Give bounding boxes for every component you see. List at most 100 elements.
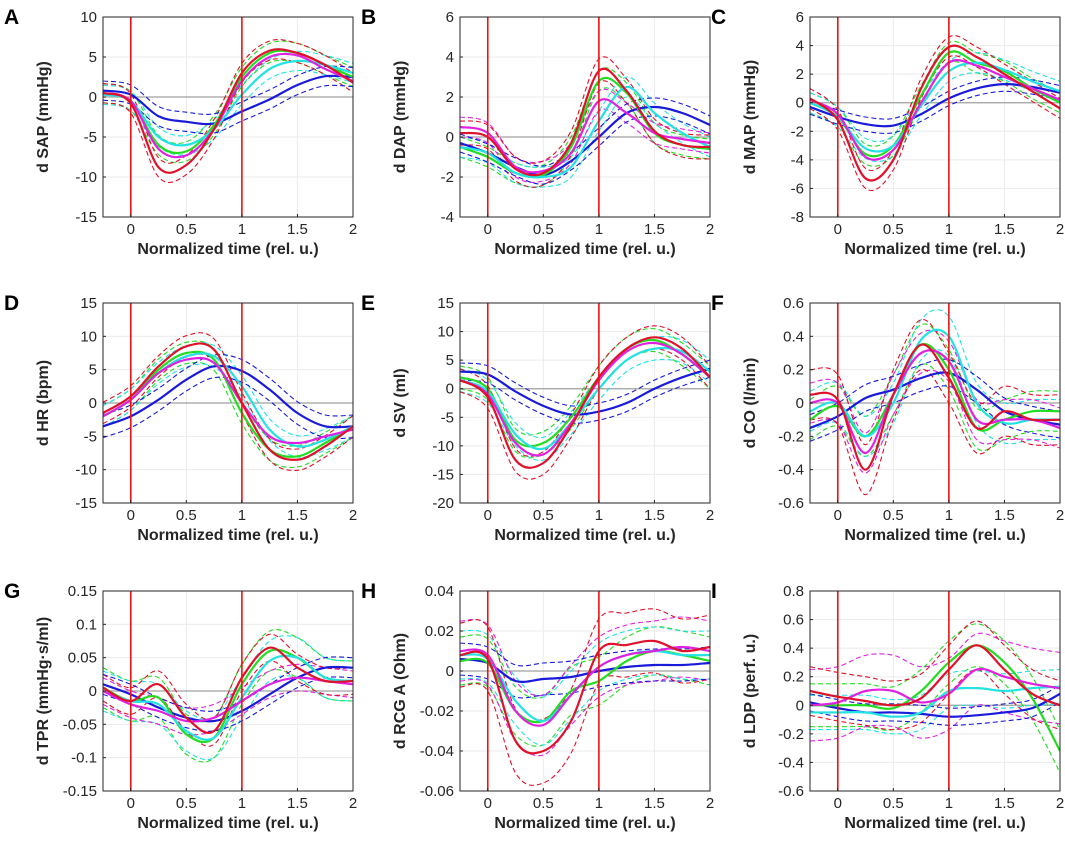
panel-c-xtick-label: 0 [834,221,842,238]
panel-g-xtick-label: 0 [127,795,135,812]
panel-e-ytick-label: -10 [432,438,454,455]
panel-e-line-red [460,336,710,469]
panel-h-band-red-upper [460,608,710,722]
panel-d-ytick-label: 5 [89,362,97,379]
panel-e-axes-box [459,302,711,504]
panel-h-line-red [460,639,710,755]
panel-i-ytick-label: -0.4 [778,754,804,771]
panel-b-ytick-label: 0 [446,129,454,146]
panel-b-xtick-label: 2 [706,221,714,238]
panel-g-band-cyan-upper [103,635,353,721]
panel-h-plot-area [460,608,710,786]
panel-b-ytick-label: -2 [441,169,454,186]
panel-f-band-blue-upper [810,358,1060,416]
panel-e-band-cyan-lower [460,358,710,462]
panel-i-xtick-label: 2 [1056,795,1064,812]
panel-a-xlabel: Normalized time (rel. u.) [137,241,318,258]
panel-h-xtick-label: 0.5 [533,795,554,812]
panel-i-band-red-upper [810,620,1060,682]
panel-f: 0 0.5 1 1.5 2 -0.6 -0.4 -0.2 0 0.2 0.4 0.6 Normalize… [711,292,1064,544]
panel-c-ytick-label: -4 [791,152,804,169]
panel-e-xtick-label: 2 [706,507,714,524]
panel-h-ytick-label: -0.04 [420,743,454,760]
panel-h-line-magenta [460,645,710,727]
panel-h-band-cyan-lower [460,674,710,746]
panel-i-ytick-label: 0.8 [783,583,804,600]
panel-d-ytick-label: -15 [75,495,97,512]
panel-e-ytick-label: 10 [437,324,454,341]
panel-f-ytick-label: 0 [796,395,804,412]
panel-h-ytick-label: -0.02 [420,703,454,720]
panel-g-letter: G [4,580,20,603]
panel-b-xtick-label: 0 [484,221,492,238]
panel-i-xtick-label: 0 [834,795,842,812]
panel-g-band-magenta-lower [103,690,353,736]
panel-i-line-red [810,644,1060,707]
panel-e-ytick-label: -20 [432,495,454,512]
panel-c-ytick-label: 0 [796,95,804,112]
panel-a-plot-area [103,39,353,183]
panel-b-ytick-label: 2 [446,89,454,106]
panel-i-band-blue-upper [810,684,1060,709]
panel-d-ytick-label: 10 [80,328,97,345]
panel-f-xtick-label: 1 [945,507,953,524]
panel-a-letter: A [4,6,19,29]
panel-b-line-blue [460,105,710,177]
panel-c-band-blue-upper [810,76,1060,120]
panel-b-band-cyan-upper [460,76,710,168]
panel-b-letter: B [361,6,376,29]
panel-e-ytick-label: -5 [441,409,454,426]
panel-a-band-blue-upper [103,65,353,115]
panel-c-ytick-label: -2 [791,123,804,140]
panel-a-ytick-label: 5 [89,49,97,66]
panel-i-line-magenta [810,667,1060,707]
panel-a-ylabel: d SAP (mmHg) [35,61,52,173]
panel-d-band-blue-upper [103,354,353,417]
panel-g-band-cyan-lower [103,675,353,761]
panel-c-ylabel: d MAP (mmHg) [742,60,759,174]
panel-d-line-magenta [103,356,353,445]
panel-e-ylabel: d SV (ml) [392,368,409,437]
panel-i-band-green-upper [810,623,1060,730]
panel-c-xtick-label: 0.5 [883,221,904,238]
panel-b-xtick-label: 1 [595,221,603,238]
panel-g-plot-area [103,628,353,763]
panel-h-ytick-label: 0.02 [425,623,454,640]
panel-i-band-green-lower [810,666,1060,773]
panel-i-axes-box [809,590,1061,792]
panel-b-xtick-label: 1.5 [644,221,665,238]
panel-f-ytick-label: 0.6 [783,295,804,312]
panel-a-ytick-label: -10 [75,169,97,186]
panel-c-band-red-lower [810,55,1060,191]
panel-c-xtick-label: 1.5 [994,221,1015,238]
panel-c-band-red-upper [810,35,1060,171]
panel-d-xtick-label: 0.5 [176,507,197,524]
panel-b-band-cyan-lower [460,96,710,188]
panel-g-line-red [103,646,353,734]
panel-d-band-green-upper [103,340,353,447]
panel-c-line-blue [810,83,1060,128]
panel-f-line-cyan [810,328,1060,438]
panel-e-xtick-label: 1 [595,507,603,524]
panel-g-ytick-label: -0.1 [71,750,97,767]
panel-i-ytick-label: -0.6 [778,783,804,800]
panel-d-xtick-label: 1.5 [287,507,308,524]
panel-f-ytick-label: -0.4 [778,462,804,479]
panel-a-line-blue [103,74,353,126]
panel-c-letter: C [711,6,726,29]
panel-i-band-red-lower [810,669,1060,731]
panel-d-line-red [103,342,353,461]
panel-e-line-cyan [460,346,710,451]
panel-d-ytick-label: -5 [84,428,97,445]
panel-h-ytick-label: 0 [446,663,454,680]
panel-e-band-green-lower [460,350,710,459]
panel-b-xtick-label: 0.5 [533,221,554,238]
panel-b-ytick-label: -4 [441,209,454,226]
panel-i-ytick-label: -0.2 [778,726,804,743]
panel-h: 0 0.5 1 1.5 2 -0.06 -0.04 -0.02 0 0.02 0.04 Normali… [361,580,714,832]
panel-i-ylabel: d LDP (perf. u.) [742,634,759,748]
panel-d-letter: D [4,292,19,315]
panel-f-ytick-label: 0.2 [783,362,804,379]
panel-e-band-green-upper [460,328,710,436]
